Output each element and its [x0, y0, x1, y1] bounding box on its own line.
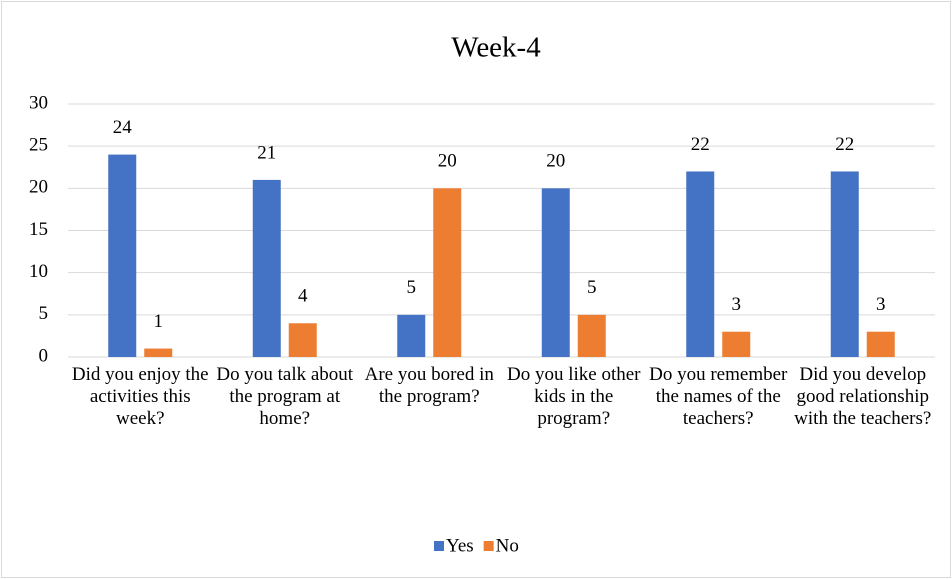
bar — [686, 171, 715, 357]
bar — [577, 314, 606, 357]
y-tick-label: 20 — [29, 177, 48, 198]
y-tick-label: 30 — [29, 92, 48, 113]
bar — [830, 171, 859, 357]
y-tick-label: 25 — [29, 135, 48, 156]
bar — [722, 331, 751, 357]
legend-swatch — [434, 541, 444, 551]
x-tick-label: Are you bored in the program? — [364, 364, 494, 407]
y-tick-label: 0 — [39, 345, 49, 366]
data-label: 22 — [835, 134, 854, 155]
bar — [433, 188, 462, 357]
legend-label: Yes — [446, 535, 474, 556]
x-tick-label: Do you remember the names of the teacher… — [649, 364, 788, 429]
chart-title: Week-4 — [451, 32, 541, 64]
x-tick-label: Did you develop good relationship with t… — [794, 364, 932, 429]
data-label: 5 — [407, 277, 417, 298]
bar — [541, 188, 570, 357]
legend-label: No — [496, 535, 519, 556]
bar — [866, 331, 895, 357]
legend-swatch — [483, 541, 494, 551]
x-tick-label: Do you talk about the program at home? — [216, 364, 354, 429]
x-tick-label: Did you enjoy the activities this week? — [71, 364, 209, 429]
data-label: 1 — [154, 311, 164, 332]
bar — [108, 154, 137, 357]
bar — [288, 323, 317, 357]
y-tick-label: 15 — [29, 219, 48, 240]
data-label: 5 — [587, 277, 597, 298]
bar — [144, 348, 173, 357]
data-label: 20 — [546, 151, 565, 172]
data-label: 20 — [438, 151, 457, 172]
bar — [397, 314, 426, 357]
data-label: 3 — [876, 294, 886, 315]
data-label: 24 — [113, 117, 133, 138]
data-label: 3 — [732, 294, 742, 315]
bar — [252, 179, 281, 357]
x-tick-label: Do you like other kids in the program? — [506, 364, 641, 429]
data-label: 4 — [298, 286, 308, 307]
data-label: 21 — [257, 142, 276, 163]
y-tick-label: 10 — [29, 261, 48, 282]
y-tick-label: 5 — [39, 303, 49, 324]
data-label: 22 — [691, 134, 710, 155]
